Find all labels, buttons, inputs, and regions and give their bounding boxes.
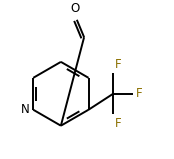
Text: F: F <box>136 87 142 100</box>
Text: O: O <box>71 2 80 15</box>
Text: F: F <box>114 117 121 130</box>
Text: N: N <box>21 103 30 116</box>
Text: F: F <box>114 58 121 71</box>
